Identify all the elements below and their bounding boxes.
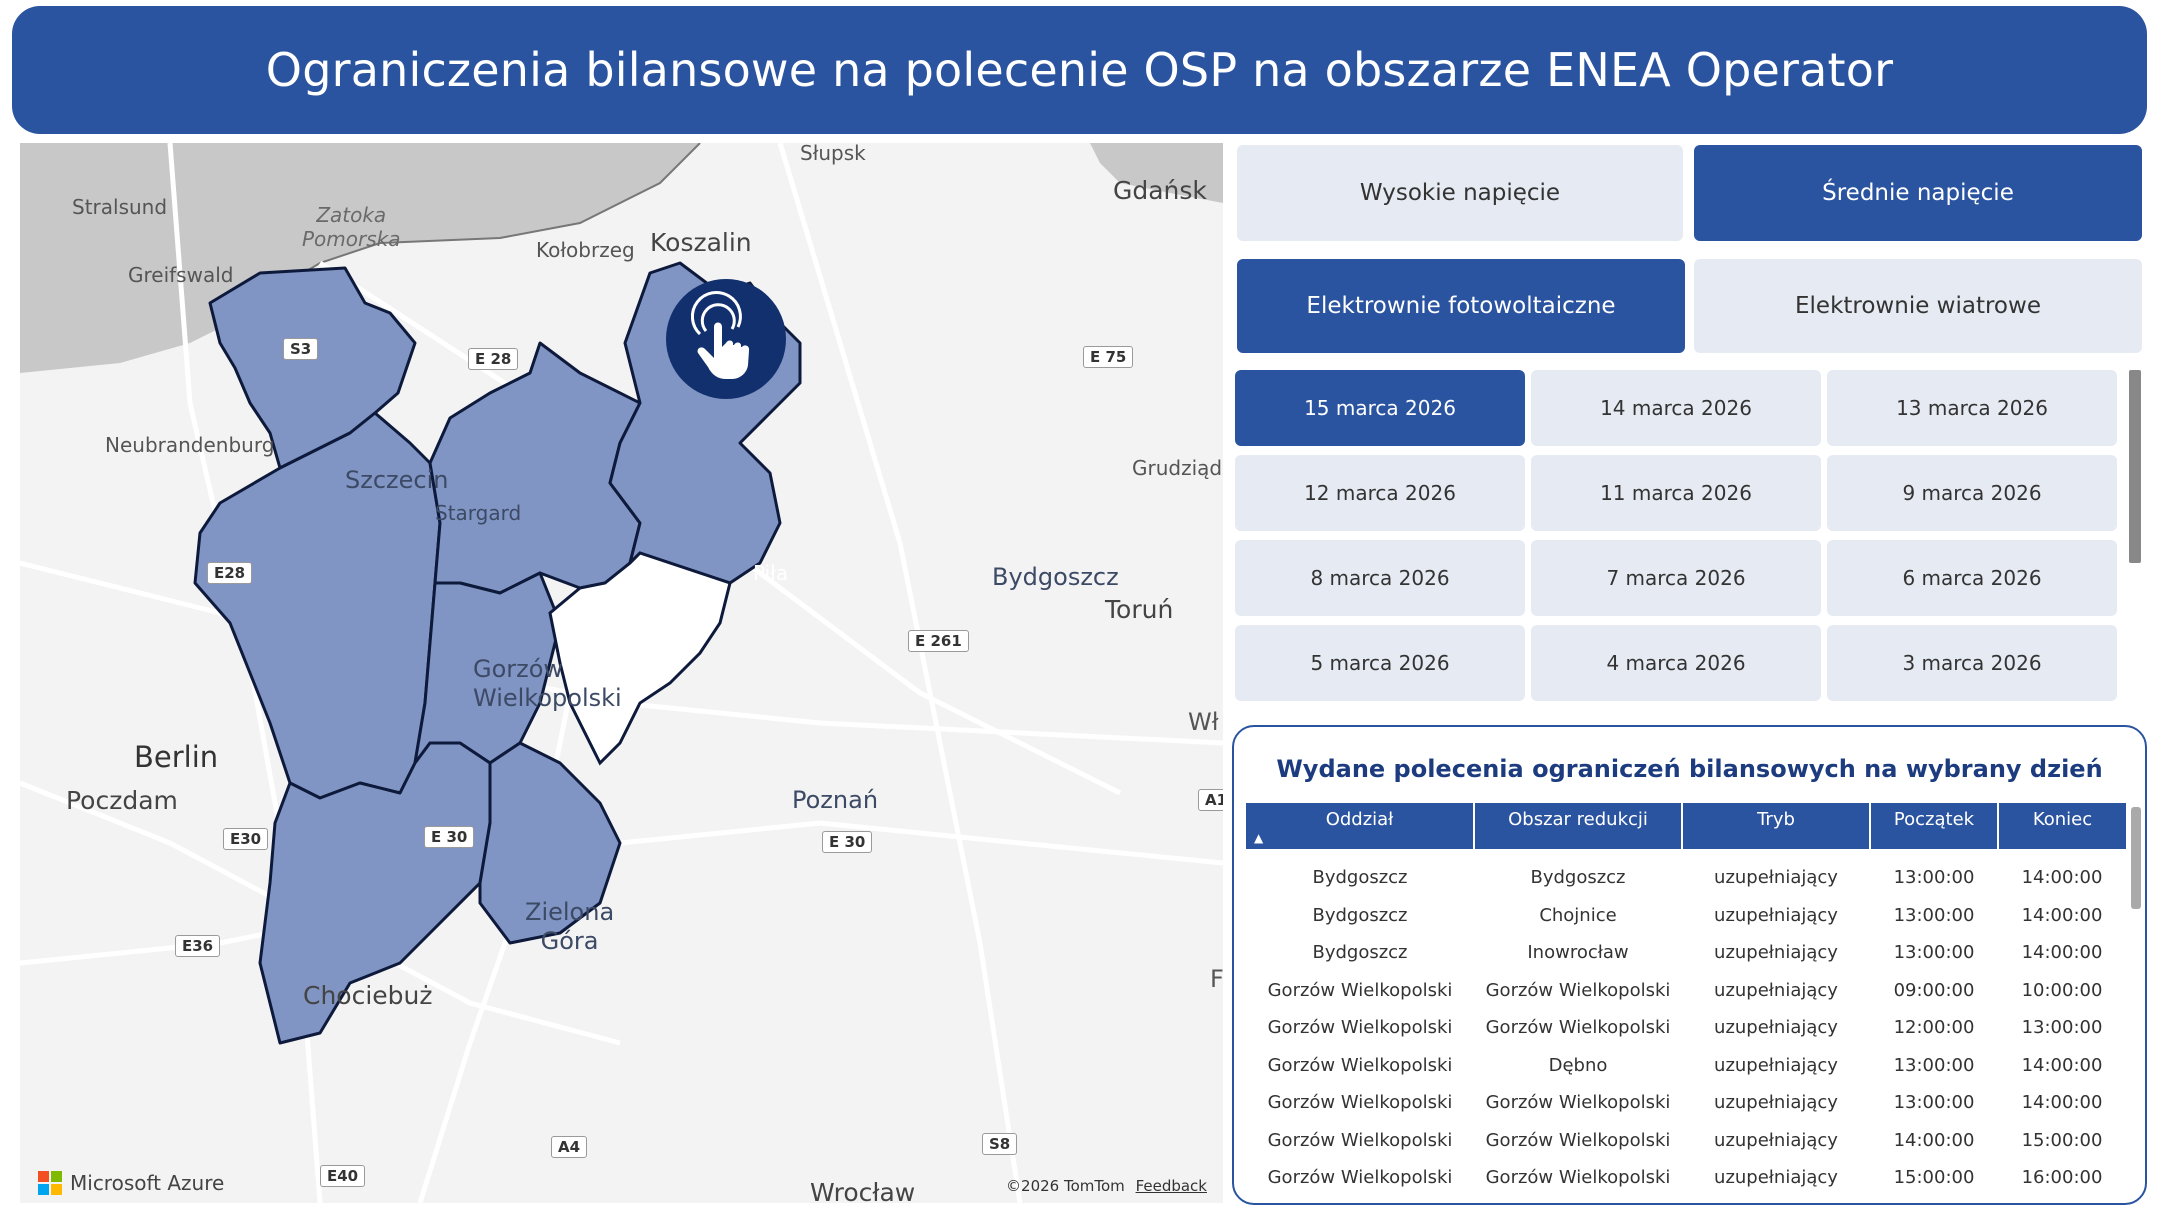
map-label-pila: Piła — [753, 561, 789, 585]
toggle-high-voltage[interactable]: Wysokie napięcie — [1237, 145, 1683, 241]
table-row: Gorzów Wielkopolski Gorzów Wielkopolski uz… — [1267, 1092, 2103, 1114]
sea-area-gdansk — [1090, 143, 1223, 203]
road-badge-e75: E 75 — [1083, 346, 1134, 368]
map-label-wroclaw: Wrocław — [810, 1178, 916, 1203]
orders-panel: Wydane polecenia ograniczeń bilansowych … — [1232, 725, 2147, 1205]
date-button[interactable]: 13 marca 2026 — [1827, 370, 2117, 446]
date-button[interactable]: 14 marca 2026 — [1531, 370, 1821, 446]
table-row: Bydgoszcz Bydgoszcz uzupełniający 13:00:00 1… — [1312, 867, 2103, 889]
map-copyright: ©2026 TomTom Feedback — [1006, 1177, 1207, 1195]
date-button[interactable]: 9 marca 2026 — [1827, 455, 2117, 531]
date-button[interactable]: 6 marca 2026 — [1827, 540, 2117, 616]
microsoft-logo-icon — [38, 1171, 62, 1195]
table-row: Gorzów Wielkopolski Gorzów Wielkopolski uz… — [1267, 1017, 2103, 1039]
map-label-grudziadz: Grudziądz — [1132, 456, 1223, 480]
table-row: Gorzów Wielkopolski Gorzów Wielkopolski uz… — [1267, 1129, 2103, 1151]
table-row: Bydgoszcz Chojnice uzupełniający 13:00:00 14… — [1312, 904, 2103, 926]
map-label-szczecin: Szczecin — [345, 466, 449, 494]
road-badge-a1: A1 — [1198, 789, 1223, 811]
map-label-gdansk: Gdańsk — [1113, 176, 1207, 205]
road-badge-s3: S3 — [283, 338, 319, 360]
date-button[interactable]: 7 marca 2026 — [1531, 540, 1821, 616]
road-badge-a4: A4 — [551, 1136, 588, 1158]
map-view[interactable]: Słupsk Gdańsk Stralsund Zatoka Pomorska … — [20, 143, 1223, 1203]
dashboard-header: Ograniczenia bilansowe na polecenie OSP … — [12, 6, 2147, 134]
road-badge-e28: E 28 — [468, 348, 519, 370]
azure-brand-text: Microsoft Azure — [70, 1171, 225, 1195]
road-badge-e30: E 30 — [424, 826, 475, 848]
road-badge-e30-east: E 30 — [822, 831, 873, 853]
toggle-photovoltaic[interactable]: Elektrownie fotowoltaiczne — [1237, 259, 1685, 353]
road-badge-e261: E 261 — [908, 630, 969, 652]
map-label-kolobrzeg: Kołobrzeg — [536, 238, 635, 262]
map-label-f: F — [1210, 965, 1223, 993]
date-button[interactable]: 12 marca 2026 — [1235, 455, 1525, 531]
table-scrollbar[interactable] — [2131, 807, 2141, 909]
map-label-stargard: Stargard — [435, 501, 522, 525]
orders-table: Oddział ▲ Obszar redukcji Tryb Początek K… — [1246, 803, 2126, 1197]
date-slicer-scrollbar[interactable] — [2129, 370, 2141, 563]
map-label-neubrandenburg: Neubrandenburg — [105, 433, 275, 457]
road-badge-e40: E40 — [320, 1165, 366, 1187]
road-badge-e30-west: E30 — [223, 828, 269, 850]
table-header-row: Oddział ▲ Obszar redukcji Tryb Początek K… — [1246, 803, 2126, 849]
toggle-wind[interactable]: Elektrownie wiatrowe — [1694, 259, 2142, 353]
map-label-stralsund: Stralsund — [72, 195, 168, 219]
orders-panel-title: Wydane polecenia ograniczeń bilansowych … — [1276, 755, 2103, 783]
column-header-oddzial[interactable]: Oddział ▲ — [1246, 803, 1475, 849]
page-title: Ograniczenia bilansowe na polecenie OSP … — [265, 43, 1894, 97]
map-label-zielona-gora: Zielona Góra — [525, 898, 615, 955]
column-header-koniec[interactable]: Koniec — [1998, 803, 2126, 849]
region-leszno[interactable] — [478, 741, 622, 945]
table-row: Gorzów Wielkopolski Gorzów Wielkopolski uz… — [1267, 979, 2103, 1001]
enea-regions[interactable] — [193, 261, 802, 1045]
map-label-bydgoszcz: Bydgoszcz — [992, 563, 1119, 591]
touch-hand-icon[interactable] — [666, 279, 786, 399]
road-badge-e28-west: E28 — [207, 562, 253, 584]
date-button[interactable]: 5 marca 2026 — [1235, 625, 1525, 701]
date-button[interactable]: 8 marca 2026 — [1235, 540, 1525, 616]
toggle-medium-voltage[interactable]: Średnie napięcie — [1694, 145, 2142, 241]
road-badge-e36: E36 — [175, 935, 221, 957]
table-row: Gorzów Wielkopolski Dębno uzupełniający 13:… — [1267, 1054, 2103, 1076]
map-label-greifswald: Greifswald — [128, 263, 234, 287]
date-button[interactable]: 11 marca 2026 — [1531, 455, 1821, 531]
date-button[interactable]: 4 marca 2026 — [1531, 625, 1821, 701]
map-label-koszalin: Koszalin — [650, 228, 752, 257]
sea-label: Zatoka Pomorska — [302, 203, 401, 251]
azure-attribution: Microsoft Azure — [38, 1171, 224, 1195]
copyright-text: ©2026 TomTom — [1006, 1177, 1125, 1195]
road-badge-s8: S8 — [982, 1133, 1018, 1155]
map-label-chociebuz: Chociebuż — [303, 981, 433, 1010]
map-canvas[interactable] — [20, 143, 1223, 1203]
region-poznan-city[interactable] — [548, 551, 732, 766]
table-row: Gorzów Wielkopolski Gorzów Wielkopolski uz… — [1267, 1167, 2103, 1189]
column-header-obszar[interactable]: Obszar redukcji — [1474, 803, 1683, 849]
feedback-link[interactable]: Feedback — [1135, 1177, 1207, 1195]
date-button[interactable]: 3 marca 2026 — [1827, 625, 2117, 701]
map-label-gorzow: Gorzów Wielkopolski — [473, 655, 622, 712]
map-label-berlin: Berlin — [134, 740, 219, 774]
sea-area — [20, 143, 700, 373]
map-label-torun: Toruń — [1105, 595, 1174, 624]
map-label-poznan: Poznań — [792, 786, 879, 814]
column-header-tryb[interactable]: Tryb — [1682, 803, 1871, 849]
sort-ascending-icon[interactable]: ▲ — [1254, 831, 1264, 845]
map-label-poczdam: Poczdam — [66, 786, 178, 815]
column-header-poczatek[interactable]: Początek — [1870, 803, 1999, 849]
region-pila[interactable] — [428, 341, 642, 595]
table-row: Bydgoszcz Inowrocław uzupełniający 13:00:00… — [1312, 942, 2103, 964]
date-button[interactable]: 15 marca 2026 — [1235, 370, 1525, 446]
map-label-wl: Wł — [1188, 708, 1219, 736]
map-label-slupsk: Słupsk — [800, 143, 866, 165]
